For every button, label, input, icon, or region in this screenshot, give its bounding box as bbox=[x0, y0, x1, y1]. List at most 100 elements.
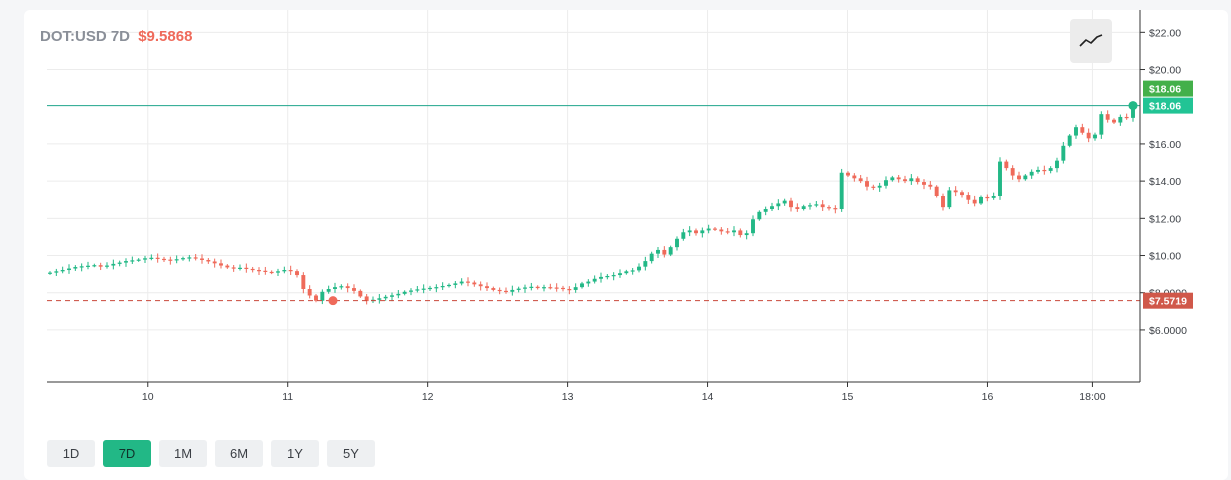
candle-body bbox=[402, 291, 407, 294]
candle-body bbox=[1048, 168, 1053, 171]
candle-body bbox=[117, 262, 122, 264]
x-tick-label: 16 bbox=[982, 391, 994, 403]
candle-body bbox=[675, 238, 679, 248]
candle-body bbox=[535, 286, 540, 289]
candle-body bbox=[1131, 105, 1135, 118]
high-tag-bg bbox=[1143, 97, 1193, 114]
x-tick-label: 14 bbox=[702, 391, 714, 403]
low-tag: $7.5719 bbox=[1149, 296, 1187, 308]
candle-body bbox=[472, 282, 477, 285]
candle-body bbox=[1099, 114, 1104, 135]
low-marker bbox=[328, 296, 338, 306]
candle-body bbox=[257, 270, 261, 272]
candle-body bbox=[415, 289, 420, 291]
range-button-7d[interactable]: 7D bbox=[103, 440, 151, 467]
candle-body bbox=[1074, 127, 1078, 136]
candle-body bbox=[1105, 114, 1110, 120]
candle-body bbox=[782, 200, 787, 204]
candle-body bbox=[504, 290, 508, 293]
candle-body bbox=[276, 271, 280, 273]
candle-body bbox=[244, 267, 249, 269]
candle-body bbox=[1080, 127, 1085, 133]
candle-body bbox=[972, 199, 977, 204]
candle-body bbox=[694, 230, 698, 234]
candle-body bbox=[592, 278, 597, 282]
candle-body bbox=[1004, 161, 1009, 169]
chart-title: DOT:USD 7D $9.5868 bbox=[40, 28, 192, 45]
candle-body bbox=[871, 186, 876, 188]
candle-body bbox=[440, 286, 445, 288]
candle-body bbox=[738, 230, 743, 236]
candle-body bbox=[618, 273, 622, 276]
candle-body bbox=[637, 266, 641, 271]
candle-body bbox=[554, 287, 559, 289]
candle-body bbox=[1093, 134, 1097, 139]
candle-body bbox=[263, 270, 268, 272]
range-button-6m[interactable]: 6M bbox=[215, 440, 263, 467]
candle-body bbox=[174, 259, 179, 261]
reference-lines bbox=[47, 101, 1140, 306]
candle-body bbox=[225, 265, 230, 268]
candle-body bbox=[497, 289, 502, 292]
range-button-1y[interactable]: 1Y bbox=[271, 440, 319, 467]
candle-body bbox=[314, 295, 318, 301]
low-tag-bg bbox=[1143, 292, 1193, 309]
y-tick-label: $20.00 bbox=[1149, 65, 1181, 77]
candle-body bbox=[352, 288, 356, 291]
candle-body bbox=[700, 230, 705, 234]
y-tick-label: $10.00 bbox=[1149, 251, 1181, 263]
candle-body bbox=[706, 228, 711, 231]
candle-body bbox=[814, 204, 819, 206]
candle-body bbox=[326, 289, 331, 292]
candle-body bbox=[390, 295, 394, 297]
range-button-5y[interactable]: 5Y bbox=[327, 440, 375, 467]
high-tag-top: $18.06 bbox=[1149, 84, 1181, 96]
candle-body bbox=[523, 287, 527, 289]
candle-body bbox=[808, 205, 812, 207]
high-marker bbox=[1128, 101, 1138, 111]
line-chart-icon bbox=[1079, 34, 1103, 47]
candle-body bbox=[713, 228, 717, 230]
candle-body bbox=[67, 268, 71, 271]
chart-grid bbox=[47, 10, 1140, 382]
candle-body bbox=[903, 179, 907, 182]
y-tick-label: $16.00 bbox=[1149, 139, 1181, 151]
candle-body bbox=[447, 284, 451, 287]
candle-body bbox=[136, 259, 141, 261]
candle-body bbox=[573, 287, 578, 290]
candle-body bbox=[941, 196, 945, 208]
candle-body bbox=[1042, 169, 1047, 172]
candle-body bbox=[770, 206, 774, 210]
candle-body bbox=[1112, 119, 1116, 123]
candle-body bbox=[858, 178, 863, 182]
candle-body bbox=[339, 286, 344, 288]
candle-body bbox=[434, 287, 439, 289]
candle-body bbox=[586, 281, 591, 284]
range-button-1m[interactable]: 1M bbox=[159, 440, 207, 467]
x-tick-label: 15 bbox=[842, 391, 854, 403]
range-button-1d[interactable]: 1D bbox=[47, 440, 95, 467]
candle-body bbox=[124, 261, 128, 263]
candle-body bbox=[168, 259, 173, 261]
candle-body bbox=[681, 232, 686, 239]
candle-body bbox=[206, 259, 211, 262]
candle-body bbox=[73, 267, 78, 269]
candle-body bbox=[966, 195, 971, 200]
chart-type-button[interactable] bbox=[1070, 19, 1112, 63]
price-tags: $18.06 $18.06 $7.5719 bbox=[1143, 80, 1193, 309]
candle-body bbox=[383, 296, 388, 299]
candle-body bbox=[979, 196, 983, 204]
candle-body bbox=[1036, 169, 1040, 172]
candle-body bbox=[725, 231, 730, 233]
candle-body bbox=[219, 263, 223, 266]
candle-body bbox=[200, 258, 204, 260]
candle-body bbox=[953, 190, 958, 193]
candle-body bbox=[295, 271, 299, 276]
candle-body bbox=[827, 207, 831, 209]
candle-body bbox=[307, 289, 312, 296]
x-tick-label: 11 bbox=[282, 391, 293, 403]
candle-body bbox=[187, 257, 192, 259]
x-tick-label: 13 bbox=[562, 391, 574, 403]
chart-card bbox=[24, 10, 1228, 480]
